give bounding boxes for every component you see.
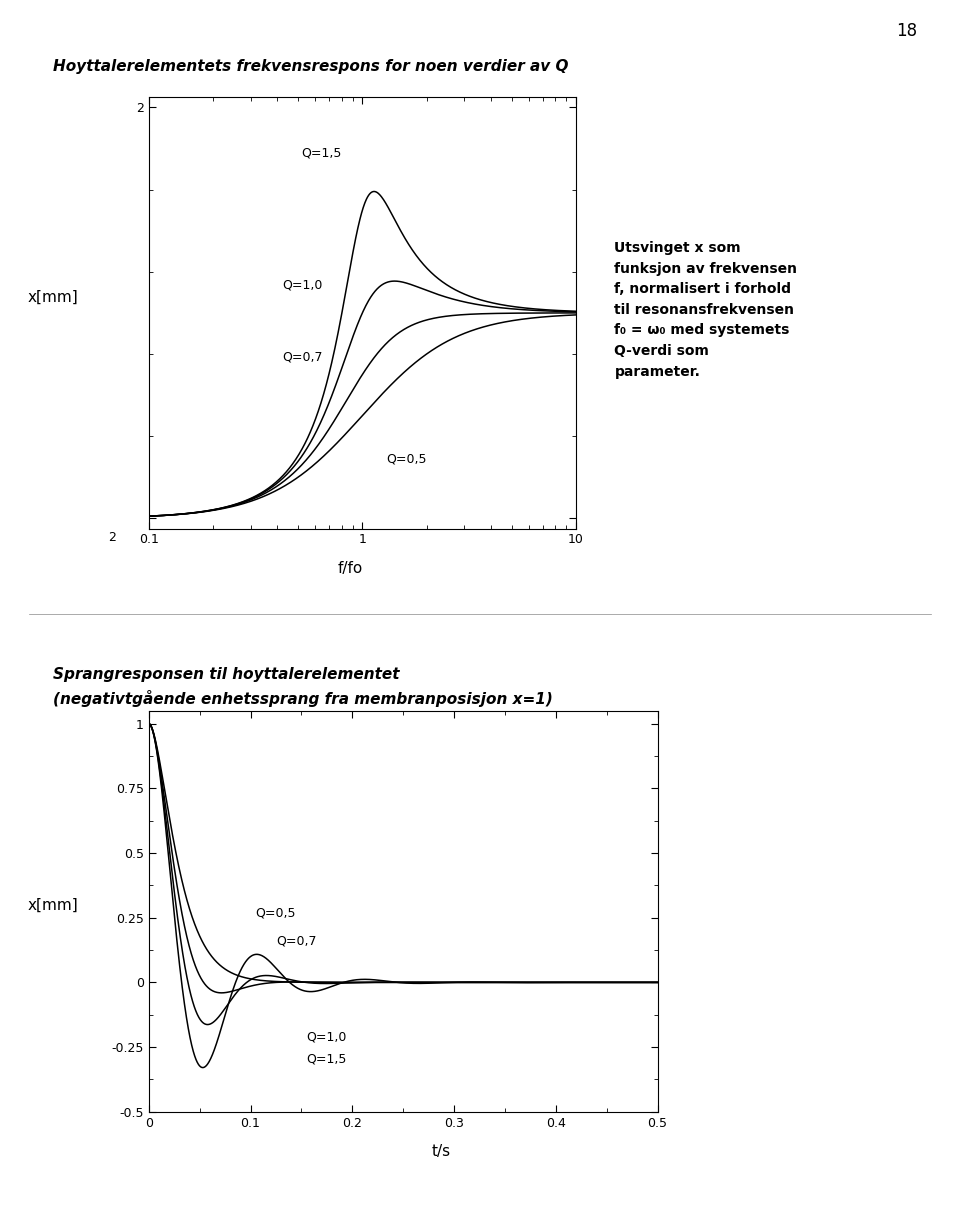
Text: Hoyttalerelementets frekvensrespons for noen verdier av Q: Hoyttalerelementets frekvensrespons for … [53, 60, 568, 74]
Text: f/fo: f/fo [338, 561, 363, 576]
Text: Q=0,7: Q=0,7 [276, 934, 317, 948]
Text: 18: 18 [896, 22, 917, 40]
Text: Q=0,7: Q=0,7 [282, 350, 323, 363]
Text: (negativtgående enhetssprang fra membranposisjon x=1): (negativtgående enhetssprang fra membran… [53, 690, 553, 707]
Text: Q=1,0: Q=1,0 [282, 278, 323, 292]
Text: x[mm]: x[mm] [28, 898, 78, 912]
Text: Q=1,5: Q=1,5 [306, 1052, 347, 1066]
Text: Utsvinget x som
funksjon av frekvensen
f, normalisert i forhold
til resonansfrek: Utsvinget x som funksjon av frekvensen f… [614, 241, 798, 379]
Text: Q=0,5: Q=0,5 [387, 453, 427, 465]
Text: t/s: t/s [432, 1145, 451, 1159]
Text: Sprangresponsen til hoyttalerelementet: Sprangresponsen til hoyttalerelementet [53, 667, 399, 682]
Text: x[mm]: x[mm] [28, 290, 78, 305]
Text: Q=1,5: Q=1,5 [301, 147, 342, 159]
Text: 2: 2 [108, 531, 116, 544]
Text: Q=0,5: Q=0,5 [255, 906, 296, 920]
Text: Q=1,0: Q=1,0 [306, 1030, 347, 1044]
